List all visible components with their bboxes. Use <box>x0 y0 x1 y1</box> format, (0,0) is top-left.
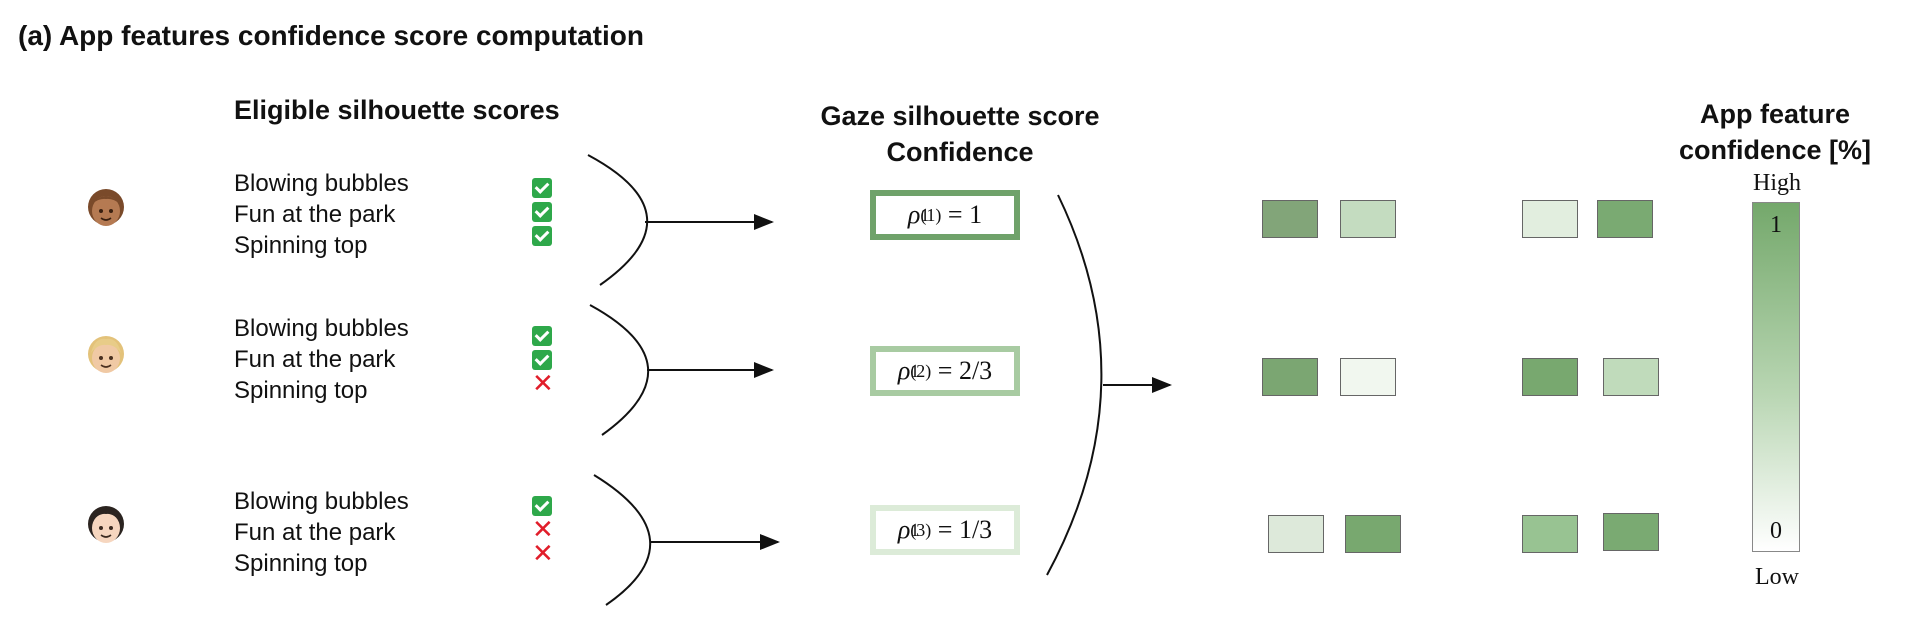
task-item: Blowing bubbles <box>234 315 409 342</box>
cross-icon: ✕ <box>532 369 554 399</box>
feature-square <box>1262 358 1318 396</box>
rho-superscript: (1) <box>920 204 942 225</box>
feature-square <box>1597 200 1653 238</box>
feature-square <box>1522 358 1578 396</box>
child-avatar-medium-skin-icon <box>83 186 129 232</box>
feature-square <box>1522 515 1578 553</box>
feature-square <box>1603 513 1659 551</box>
big-brace <box>1046 194 1103 576</box>
confidence-value: = 1 <box>947 200 983 229</box>
task-list: Blowing bubbles Fun at the park Spinning… <box>234 313 409 406</box>
rho-subscript: 1 <box>920 204 930 225</box>
task-item: Blowing bubbles <box>234 488 409 515</box>
gaze-header-line2: Confidence <box>886 137 1034 167</box>
brace-row-1 <box>587 154 649 286</box>
check-icon <box>532 226 552 246</box>
feature-square <box>1262 200 1318 238</box>
brace-row-2 <box>589 304 650 436</box>
feature-square <box>1522 200 1578 238</box>
confidence-box-3: ρ 1 (3) = 1/3 <box>870 505 1020 555</box>
feature-square <box>1340 200 1396 238</box>
confidence-gradient-bar <box>1752 202 1800 552</box>
rho-symbol: ρ <box>897 356 911 385</box>
figure-title: (a) App features confidence score comput… <box>18 20 644 51</box>
task-item: Fun at the park <box>234 519 396 546</box>
confidence-value: = 2/3 <box>937 356 993 385</box>
app-header-line2: confidence [%] <box>1678 135 1872 165</box>
task-list: Blowing bubbles Fun at the park Spinning… <box>234 168 409 261</box>
rho-superscript: (2) <box>910 360 932 381</box>
cross-icon: ✕ <box>532 539 554 569</box>
rho-symbol: ρ <box>907 200 921 229</box>
rho-subscript: 1 <box>910 360 920 381</box>
scale-top-value: 1 <box>1770 212 1782 238</box>
scale-low-label: Low <box>1755 564 1799 590</box>
task-item: Spinning top <box>234 377 368 404</box>
task-item: Fun at the park <box>234 346 396 373</box>
confidence-box-2: ρ 1 (2) = 2/3 <box>870 346 1020 396</box>
scale-bottom-value: 0 <box>1770 518 1782 544</box>
check-icon <box>532 326 552 346</box>
task-item: Fun at the park <box>234 201 396 228</box>
cross-icon: ✕ <box>532 515 554 545</box>
feature-square <box>1603 358 1659 396</box>
rho-superscript: (3) <box>910 519 932 540</box>
child-avatar-blond-icon <box>83 333 129 379</box>
task-item: Spinning top <box>234 232 368 259</box>
brace-row-3 <box>593 474 652 606</box>
app-feature-header: App feature confidence [%] <box>1640 96 1910 168</box>
rho-symbol: ρ <box>897 515 911 544</box>
check-icon <box>532 202 552 222</box>
app-header-line1: App feature <box>1699 99 1851 129</box>
feature-square <box>1345 515 1401 553</box>
feature-square <box>1340 358 1396 396</box>
confidence-box-1: ρ 1 (1) = 1 <box>870 190 1020 240</box>
scale-high-label: High <box>1753 170 1801 196</box>
check-icon <box>532 350 552 370</box>
task-item: Blowing bubbles <box>234 170 409 197</box>
gaze-header-line1: Gaze silhouette score <box>820 101 1100 131</box>
confidence-value: = 1/3 <box>937 515 993 544</box>
check-icon <box>532 178 552 198</box>
gaze-header: Gaze silhouette score Confidence <box>780 98 1140 170</box>
child-avatar-light-skin-icon <box>83 503 129 549</box>
rho-subscript: 1 <box>910 519 920 540</box>
feature-square <box>1268 515 1324 553</box>
eligible-scores-header: Eligible silhouette scores <box>234 95 560 125</box>
task-item: Spinning top <box>234 550 368 577</box>
task-list: Blowing bubbles Fun at the park Spinning… <box>234 486 409 579</box>
check-icon <box>532 496 552 516</box>
